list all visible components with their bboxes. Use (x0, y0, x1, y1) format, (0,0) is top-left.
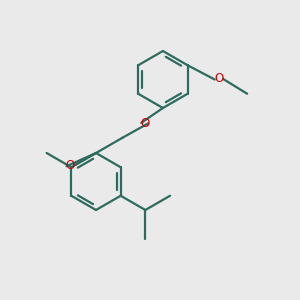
Text: O: O (65, 159, 75, 172)
Text: O: O (140, 117, 149, 130)
Text: O: O (214, 72, 224, 86)
